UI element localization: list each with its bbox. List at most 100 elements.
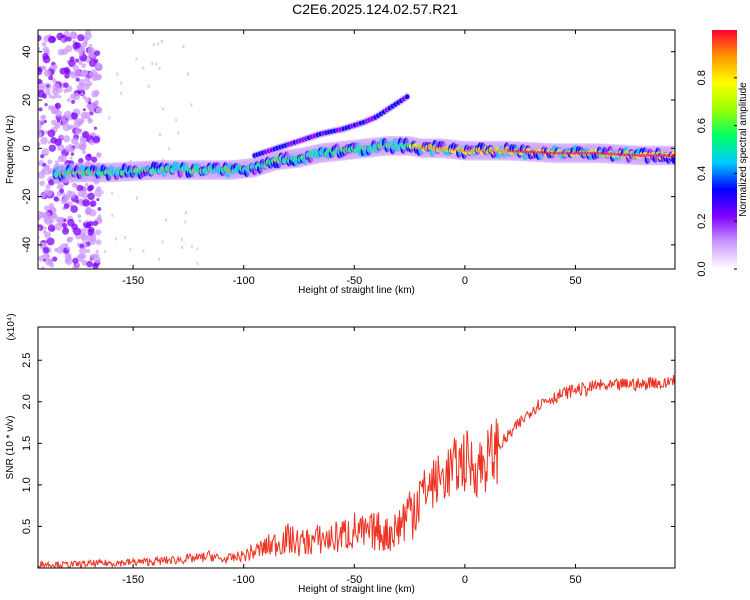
spectrogram-noise-cell	[95, 229, 102, 236]
x-tick-label: -150	[122, 275, 144, 287]
spectrogram-noise-cell	[96, 152, 101, 157]
spectrogram-noise-cell	[68, 191, 76, 199]
spectrogram-noise-cell	[85, 222, 91, 228]
spectrogram-noise-cell	[85, 234, 92, 241]
spectrogram-noise-cell	[52, 78, 57, 84]
snr-line	[38, 374, 675, 568]
spectrogram-noise-cell	[96, 63, 103, 70]
spectrogram-noise-cell	[43, 69, 52, 77]
spectrogram-noise-cell	[82, 198, 90, 207]
spectrogram-noise-cell	[111, 213, 114, 217]
spectrogram-noise-cell	[45, 189, 53, 197]
spectrogram-noise-cell	[71, 265, 78, 269]
spectrogram-plot: -150 -100 -50 0 50 -40 -20 0 20 40 Height of strai…	[5, 29, 676, 296]
spectrogram-noise-cell	[103, 250, 106, 254]
spectrogram-noise-cell	[38, 141, 41, 147]
spectrogram-noise-cell	[55, 104, 59, 108]
spectrogram-noise-cell	[38, 46, 41, 51]
spectrogram-noise-cell	[70, 125, 75, 129]
spectrogram-trace-cell	[671, 153, 675, 158]
spectrogram-noise-cell	[61, 223, 68, 229]
spectrogram-noise-cell	[41, 121, 45, 125]
spectrogram-noise-cell	[69, 236, 74, 242]
spectrogram-noise-cell	[85, 248, 91, 254]
spectrogram-noise-cell	[160, 39, 163, 43]
spectrogram-noise-cell	[85, 206, 92, 213]
x-axis-label: Height of straight line (km)	[298, 584, 415, 595]
spectrogram-noise-cell	[76, 83, 84, 91]
spectrogram-noise-cell	[78, 158, 84, 164]
spectrogram-noise-cell	[66, 246, 71, 251]
spectrogram-noise-cell	[43, 190, 47, 194]
spectrogram-noise-cell	[67, 218, 75, 227]
spectrogram-noise-cell	[44, 103, 48, 107]
colorbar-label: Normalized spectral amplitude	[738, 82, 749, 217]
spectrogram-noise-cell	[40, 154, 45, 159]
spectrogram-noise-cell	[84, 182, 89, 187]
spectrogram-noise-cell	[45, 184, 51, 190]
spectrogram-noise-cell	[162, 158, 165, 162]
colorbar-tick-label: 0.0	[696, 261, 708, 276]
spectrogram-noise-cell	[88, 43, 93, 48]
spectrogram-noise-cell	[51, 95, 55, 100]
spectrogram-noise-cell	[44, 89, 51, 96]
spectrogram-noise-cell	[87, 153, 92, 158]
spectrogram-noise-cell	[87, 46, 96, 55]
spectrogram-noise-cell	[58, 95, 62, 99]
spectrogram-noise-cell	[66, 97, 71, 102]
x-tick-label: -150	[122, 574, 144, 586]
spectrogram-noise-cell	[85, 30, 92, 36]
spectrogram-noise-cell	[87, 192, 95, 201]
spectrogram-noise-cell	[73, 183, 78, 188]
spectrogram-noise-cell	[64, 73, 70, 79]
spectrogram-noise-cell	[78, 143, 85, 151]
spectrogram-noise-cell	[60, 184, 64, 188]
spectrogram-noise-cell	[142, 249, 145, 253]
spectrogram-noise-cell	[38, 107, 43, 112]
spectrogram-noise-cell	[95, 250, 99, 254]
x-tick-label: 50	[569, 275, 581, 287]
spectrogram-noise-cell	[74, 42, 81, 49]
spectrogram-noise-cell	[88, 101, 92, 105]
spectrogram-noise-cell	[79, 232, 88, 240]
spectrogram-noise-cell	[40, 136, 48, 145]
spectrogram-noise-cell	[38, 124, 42, 129]
spectrogram-noise-cell	[115, 237, 118, 241]
spectrogram-noise-cell	[94, 58, 99, 64]
spectrogram-noise-cell	[102, 190, 105, 194]
spectrogram-noise-cell	[77, 214, 82, 218]
spectrogram-noise-cell	[44, 258, 53, 266]
x-tick-label: -100	[233, 275, 255, 287]
spectrogram-noise-cell	[65, 44, 73, 53]
y-tick-label: -20	[21, 189, 33, 205]
spectrogram-noise-cell	[124, 236, 127, 240]
spectrogram-noise-cell	[80, 118, 85, 123]
spectrogram-noise-cell	[66, 36, 72, 42]
spectrogram-noise-cell	[70, 152, 75, 156]
spectrogram-noise-cell	[45, 253, 51, 259]
spectrogram-noise-cell	[63, 30, 70, 37]
spectrogram-noise-cell	[48, 94, 53, 99]
spectrogram-noise-cell	[93, 256, 101, 264]
spectrogram-noise-cell	[68, 59, 76, 68]
spectrogram-noise-cell	[47, 35, 56, 44]
spectrogram-noise-cell	[182, 45, 185, 49]
spectrogram-noise-cell	[158, 66, 161, 70]
spectrogram-noise-cell	[177, 131, 180, 135]
spectrogram-noise-cell	[120, 91, 123, 95]
chart-title: C2E6.2025.124.02.57.R21	[292, 1, 458, 17]
x-tick-label: -50	[346, 275, 362, 287]
spectrogram-noise-cell	[44, 153, 48, 157]
spectrogram-noise-cell	[82, 108, 86, 112]
spectrogram-noise-cell	[181, 245, 184, 249]
spectrogram-noise-cell	[84, 76, 91, 83]
spectrogram-noise-cell	[95, 239, 102, 245]
spectrogram-noise-cell	[76, 184, 83, 192]
spectrogram-noise-cell	[70, 205, 78, 213]
spectrogram-noise-cell	[38, 226, 41, 232]
spectrogram-noise-cell	[61, 119, 68, 126]
y-tick-label: 0	[21, 145, 33, 151]
spectrogram-noise-cell	[64, 253, 72, 261]
spectrogram-noise-cell	[94, 50, 101, 56]
spectrogram-noise-cell	[86, 260, 93, 268]
